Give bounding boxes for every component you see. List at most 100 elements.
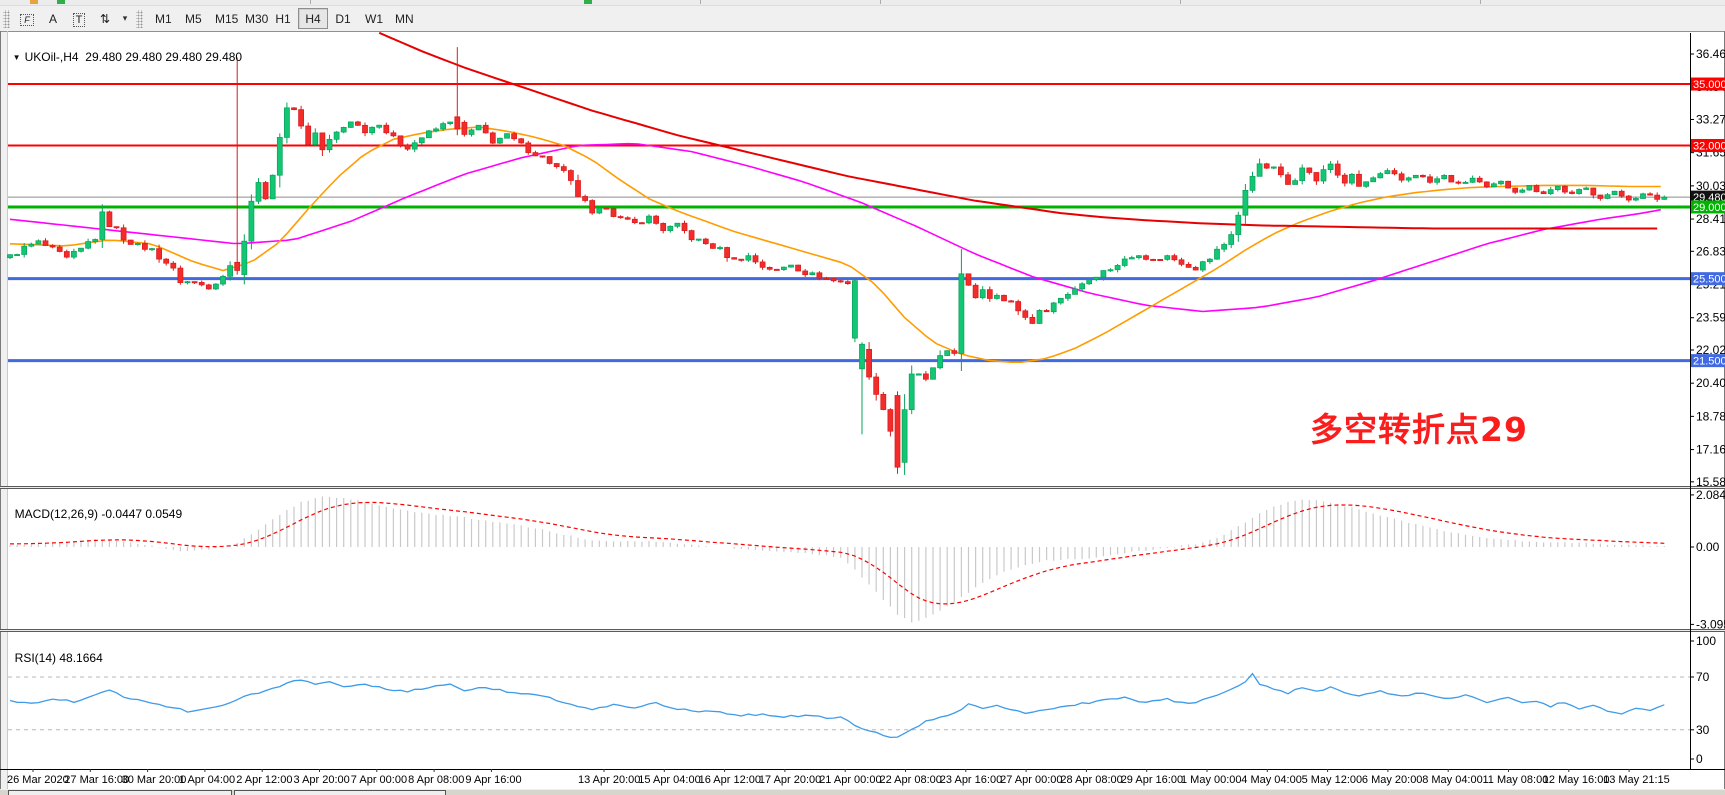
time-axis-label: 16 Apr 12:00: [699, 774, 761, 786]
macd-axis-label: -3.0957: [1696, 617, 1725, 631]
price-badge-25.500: [1691, 272, 1725, 286]
text-icon[interactable]: A: [41, 8, 65, 29]
time-axis-label: 22 Apr 08:00: [880, 774, 942, 786]
price-tick-label: 17.160: [1696, 443, 1725, 457]
toolbar-grip[interactable]: [3, 9, 10, 28]
arrows-dropdown-caret[interactable]: ▾: [119, 8, 131, 29]
macd-panel-plot[interactable]: [8, 490, 1690, 628]
price-badge-label: 29.000: [1693, 202, 1725, 214]
rsi-axis-label: 0: [1696, 752, 1703, 766]
time-axis-label: 13 May 21:15: [1603, 774, 1670, 786]
panel-separator[interactable]: [0, 486, 1725, 489]
time-axis-label: 13 Apr 20:00: [578, 774, 640, 786]
text-label-glyph: T: [72, 12, 86, 27]
top-sliver-mark: [57, 0, 65, 4]
arrows-icon[interactable]: ⇅: [93, 8, 117, 29]
price-tick-label: 15.585: [1696, 475, 1725, 489]
price-badge-label: 32.000: [1693, 140, 1725, 152]
time-axis-label: 26 Mar 2020: [7, 774, 69, 786]
toolbar: F A T ⇅ ▾ M1 M5 M15 M30 H1 H4 D1 W1 MN: [0, 6, 1725, 32]
macd-indicator-name: MACD(12,26,9): [14, 507, 99, 521]
price-badge-29.480: [1691, 190, 1725, 204]
timeframe-button-M15[interactable]: M15: [208, 8, 238, 29]
rsi-axis-label: 70: [1696, 670, 1710, 684]
rsi-indicator-value: 48.1664: [59, 651, 103, 665]
price-tick-label: 23.595: [1696, 311, 1725, 325]
macd-axis-label: 2.084: [1696, 488, 1725, 502]
price-badge-21.500: [1691, 354, 1725, 368]
time-axis-label: 9 Apr 16:00: [465, 774, 521, 786]
price-badge-35.000: [1691, 77, 1725, 91]
chart-header: ▼ UKOil-,H4 29.480 29.480 29.480 29.480: [6, 36, 242, 64]
time-axis-label: 3 Apr 20:00: [294, 774, 350, 786]
timeframe-button-M30[interactable]: M30: [238, 8, 268, 29]
price-tick-label: 36.465: [1696, 47, 1725, 61]
window-top-edge: [0, 0, 1725, 6]
time-axis-label: 27 Apr 00:00: [1000, 774, 1062, 786]
rsi-indicator-name: RSI(14): [14, 651, 57, 665]
toolbar-grip[interactable]: [136, 9, 143, 28]
time-axis-label: 1 Apr 04:00: [179, 774, 235, 786]
ma-slow-magenta-line: [9, 142, 1661, 313]
timeframe-button-MN[interactable]: MN: [388, 8, 418, 29]
bottom-tab-sliver: [234, 790, 446, 795]
time-axis-label: 28 Apr 08:00: [1060, 774, 1122, 786]
rsi-line: [9, 672, 1665, 739]
macd-panel-label: MACD(12,26,9) -0.0447 0.0549: [8, 493, 182, 521]
time-axis-label: 8 Apr 08:00: [408, 774, 464, 786]
chart-ohlc-quotes: 29.480 29.480 29.480 29.480: [85, 50, 243, 64]
time-axis-label: 7 Apr 00:00: [351, 774, 407, 786]
price-tick-label: 26.835: [1696, 244, 1725, 258]
chart-canvas[interactable]: 36.46534.84533.27031.65030.03028.41026.8…: [0, 31, 1725, 790]
rsi-panel-plot[interactable]: [8, 633, 1690, 768]
time-axis-label: 6 May 20:00: [1362, 774, 1423, 786]
time-axis-label: 1 May 00:00: [1181, 774, 1242, 786]
rsi-axis-label: 30: [1696, 723, 1710, 737]
time-axis-label: 2 Apr 12:00: [236, 774, 292, 786]
top-sliver-divider: [700, 0, 701, 4]
timeframe-button-H1[interactable]: H1: [268, 8, 298, 29]
timeframe-button-M5[interactable]: M5: [178, 8, 208, 29]
time-axis-label: 30 Mar 20:00: [122, 774, 187, 786]
price-tick-label: 30.030: [1696, 179, 1725, 193]
price-badge-label: 25.500: [1693, 274, 1725, 286]
top-sliver-divider: [1480, 0, 1481, 4]
top-sliver-divider: [310, 0, 311, 4]
time-axis-label: 23 Apr 16:00: [940, 774, 1002, 786]
fibonacci-glyph: F: [20, 13, 34, 26]
time-axis-label: 21 Apr 00:00: [819, 774, 881, 786]
timeframe-button-H4[interactable]: H4: [298, 8, 328, 29]
price-tick-label: 33.270: [1696, 112, 1725, 126]
price-tick-label: 18.780: [1696, 409, 1725, 423]
candlestick-series: [7, 47, 1668, 475]
timeframe-button-M1[interactable]: M1: [148, 8, 178, 29]
price-tick-label: 28.410: [1696, 212, 1725, 226]
ma-long-red-line: [378, 31, 1658, 230]
symbol-dropdown-icon[interactable]: ▼: [12, 53, 21, 62]
timeframe-button-D1[interactable]: D1: [328, 8, 358, 29]
timeframe-button-W1[interactable]: W1: [358, 8, 388, 29]
ma-fast-orange-line: [9, 126, 1661, 364]
time-axis-label: 27 Mar 16:00: [64, 774, 129, 786]
chart-text-annotation: 多空转折点29: [1310, 410, 1528, 449]
text-label-icon[interactable]: T: [67, 8, 91, 29]
time-axis-label: 8 May 04:00: [1422, 774, 1483, 786]
time-axis-label: 4 May 04:00: [1241, 774, 1302, 786]
time-axis-label: 15 Apr 04:00: [638, 774, 700, 786]
fibonacci-icon[interactable]: F: [15, 8, 39, 29]
time-axis-label: 29 Apr 16:00: [1121, 774, 1183, 786]
top-sliver-divider: [1180, 0, 1181, 4]
rsi-axis-label: 100: [1696, 634, 1716, 648]
time-axis-label: 17 Apr 20:00: [759, 774, 821, 786]
time-axis-label: 11 May 08:00: [1483, 774, 1549, 786]
panel-separator[interactable]: [0, 629, 1725, 632]
price-badge-29.000: [1691, 200, 1725, 214]
top-sliver-mark: [30, 0, 38, 4]
rsi-panel-label: RSI(14) 48.1664: [8, 637, 103, 665]
macd-axis-label: 0.00: [1696, 540, 1720, 554]
bottom-tab-sliver: [8, 790, 232, 795]
price-badge-label: 21.500: [1693, 356, 1725, 368]
time-axis-label: 5 May 12:00: [1302, 774, 1363, 786]
price-tick-label: 20.400: [1696, 376, 1725, 390]
price-tick-label: 22.020: [1696, 343, 1725, 357]
